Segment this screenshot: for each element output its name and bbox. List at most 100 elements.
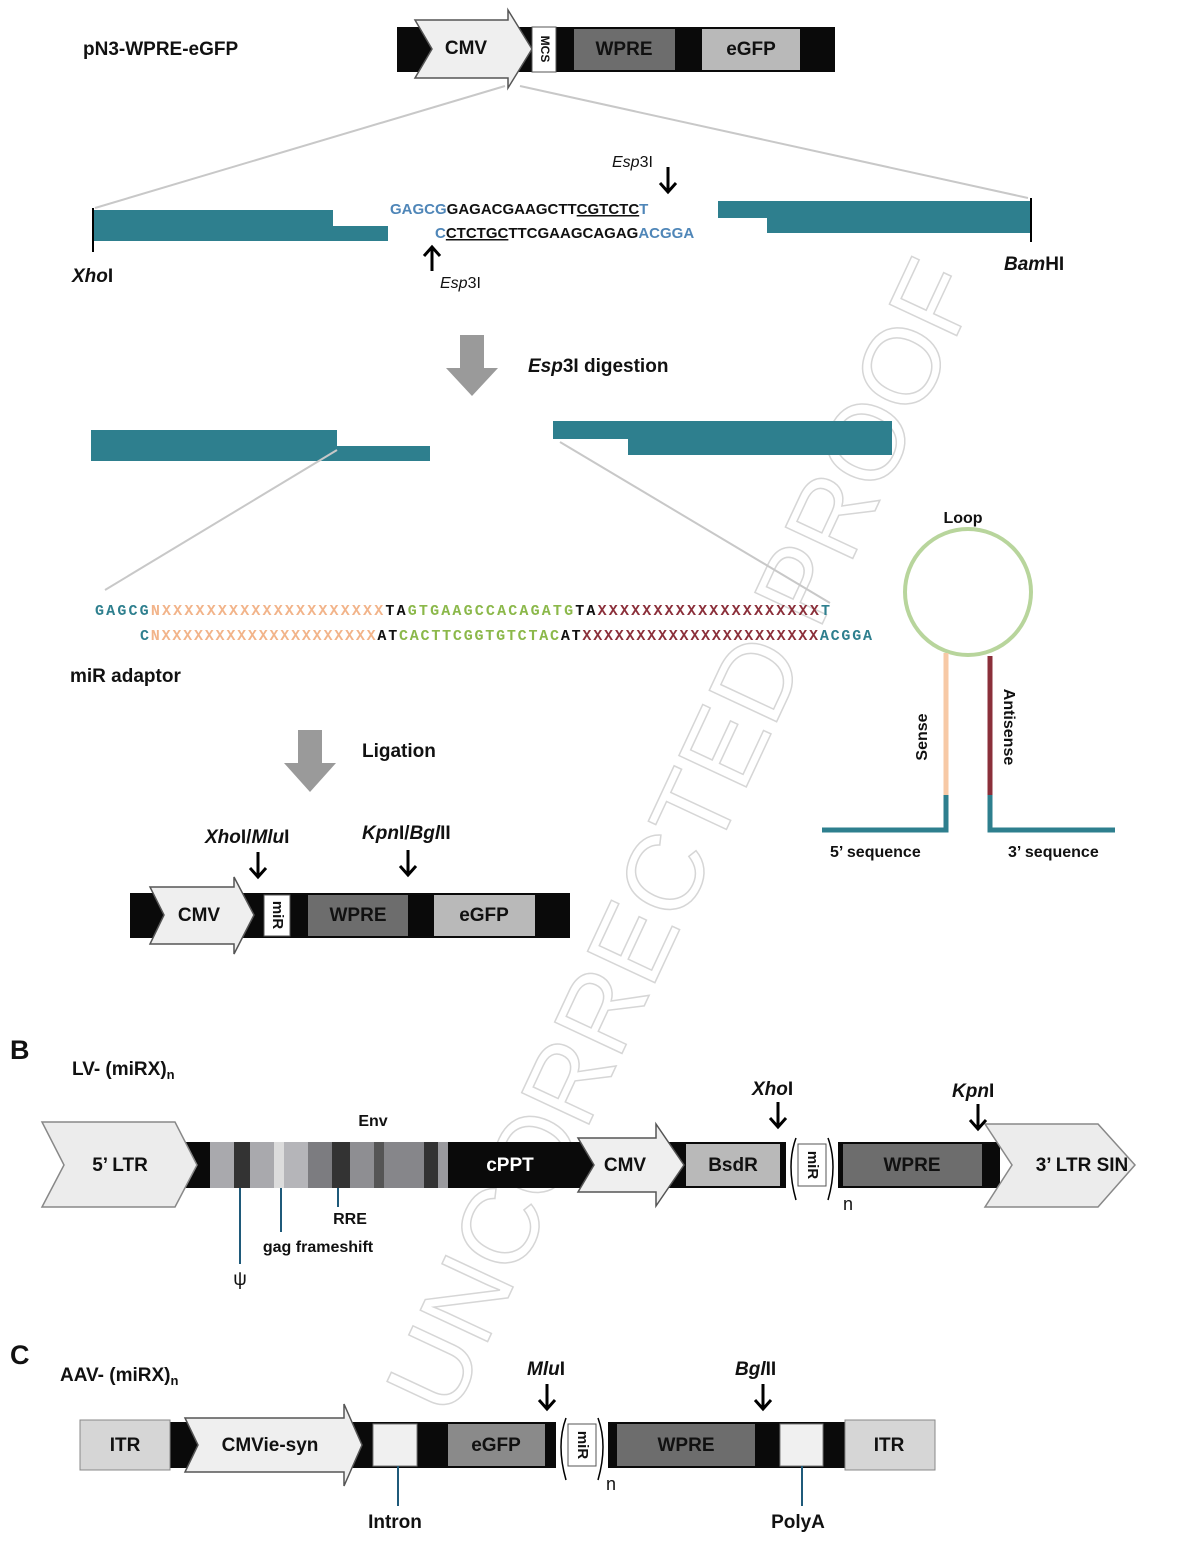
title-text: AAV- (miRX)	[60, 1365, 170, 1386]
gag-label: gag frameshift	[263, 1239, 374, 1256]
site-arrow	[753, 1384, 773, 1412]
label-italic: Kpn	[952, 1081, 989, 1102]
egfp-label: eGFP	[459, 905, 509, 926]
mir-box	[797, 1143, 827, 1187]
construct-name: pN3-WPRE-eGFP	[83, 39, 239, 60]
site-arrow	[537, 1384, 557, 1412]
adaptor-bottom-strand: C NXXXXXXXXXXXXXXXXXXXX AT CACTTCGGTGTCTAC A…	[140, 628, 872, 645]
dna-fragment	[93, 210, 388, 241]
seq-linker: TA	[385, 603, 405, 620]
mcs-box	[531, 26, 557, 73]
promoter-label: CMV	[604, 1155, 647, 1176]
seq-linker: AT	[561, 628, 581, 645]
seq-spacer: GAGACGAAGCTT	[447, 201, 577, 218]
panel-letter: B	[10, 1035, 30, 1065]
itr-box	[844, 1419, 936, 1471]
psi-label: ψ	[233, 1269, 247, 1290]
label-roman: 3I	[640, 154, 653, 171]
seq-overhang: ACGGA	[638, 225, 694, 242]
env-stripe	[234, 1142, 250, 1188]
label-roman: I/	[399, 823, 410, 844]
label-roman: I/	[241, 827, 252, 848]
env-stripe	[384, 1142, 424, 1188]
seq-end: T	[639, 201, 648, 218]
mcs-label: MCS	[538, 36, 552, 63]
wpre-box	[843, 1144, 982, 1186]
promoter-label: CMVie-syn	[222, 1435, 319, 1456]
env-stripe	[308, 1142, 332, 1188]
label-italic: Mlu	[251, 827, 284, 848]
env-stripe	[210, 1142, 234, 1188]
promoter-arrow	[576, 1121, 685, 1209]
repeat-bracket	[790, 1137, 834, 1201]
sense-label: Sense	[914, 713, 931, 760]
wpre-label: WPRE	[596, 39, 653, 60]
label-roman: I	[560, 1359, 565, 1380]
cppt-label: cPPT	[486, 1155, 534, 1176]
repeat-label: n	[843, 1194, 853, 1214]
adaptor-top-strand: GAGCG NXXXXXXXXXXXXXXXXXXXX TA GTGAAGCCACAG…	[95, 603, 830, 620]
site-label: KpnI/BglII	[362, 823, 451, 844]
zoom-line	[559, 441, 831, 604]
seq-overhang: GAGCG	[95, 603, 149, 620]
env-stripe	[374, 1142, 384, 1188]
env-stripe	[424, 1142, 438, 1188]
label-italic: Bgl	[735, 1359, 766, 1380]
flank-5	[822, 795, 949, 833]
egfp-box	[702, 29, 800, 70]
seq-loop: CACTTCGGTGTCTAC	[399, 628, 559, 645]
env-stripe	[350, 1142, 374, 1188]
site-label: XhoI	[751, 1079, 793, 1100]
zoom-line	[104, 449, 338, 591]
env-stripe	[332, 1142, 350, 1188]
env-label: Env	[358, 1113, 387, 1130]
intron-box	[372, 1423, 418, 1467]
intron-label: Intron	[368, 1512, 422, 1533]
repeat-label: n	[606, 1474, 616, 1494]
label-roman: 3I digestion	[563, 356, 669, 377]
three-prime-label: 3’ sequence	[1008, 844, 1099, 861]
label-italic: Xho	[751, 1079, 788, 1100]
antisense-label: Antisense	[1000, 689, 1017, 766]
label-roman: I	[788, 1079, 793, 1100]
seq-linker: TA	[575, 603, 595, 620]
egfp-box	[448, 1424, 545, 1466]
site-label: BglII	[735, 1359, 776, 1380]
title-subscript: n	[167, 1067, 175, 1082]
loop-label: Loop	[943, 510, 982, 527]
label-roman: I	[108, 266, 113, 287]
label-italic: Bam	[1004, 254, 1045, 275]
seq-sense: NXXXXXXXXXXXXXXXXXXXX	[151, 628, 376, 645]
seq-esp3i-site: CTCTGC	[446, 225, 509, 242]
label-italic: Kpn	[362, 823, 399, 844]
wpre-box	[617, 1424, 755, 1466]
site-label: BamHI	[1004, 254, 1064, 275]
step-arrow	[446, 335, 498, 396]
esp3i-label: Esp3I	[612, 154, 653, 171]
polya-label: PolyA	[771, 1512, 825, 1533]
dna-fragment	[553, 421, 892, 455]
bsdr-label: BsdR	[708, 1155, 758, 1176]
promoter-label: CMV	[178, 905, 221, 926]
wpre-label: WPRE	[330, 905, 387, 926]
five-prime-label: 5’ sequence	[830, 844, 921, 861]
seq-linker: AT	[377, 628, 397, 645]
ltr-3-label: 3’ LTR SIN	[1036, 1155, 1129, 1176]
mir-label: miR	[574, 1431, 591, 1460]
itr-box	[79, 1419, 171, 1471]
env-stripe	[438, 1142, 448, 1188]
promoter-label: CMV	[445, 38, 488, 59]
label-roman: II	[440, 823, 451, 844]
site-label: XhoI/MluI	[204, 827, 289, 848]
step-label: Ligation	[362, 741, 436, 762]
egfp-label: eGFP	[726, 39, 776, 60]
zoom-line	[519, 85, 1029, 199]
ltr-3	[983, 1123, 1137, 1208]
step-arrow	[284, 730, 336, 792]
bsdr-box	[686, 1144, 780, 1186]
cut-arrow	[658, 167, 678, 195]
title-subscript: n	[170, 1373, 178, 1388]
seq-spacer: TTCGAAGCAGAG	[508, 225, 638, 242]
label-roman: I	[989, 1081, 994, 1102]
mir-box	[263, 894, 291, 937]
